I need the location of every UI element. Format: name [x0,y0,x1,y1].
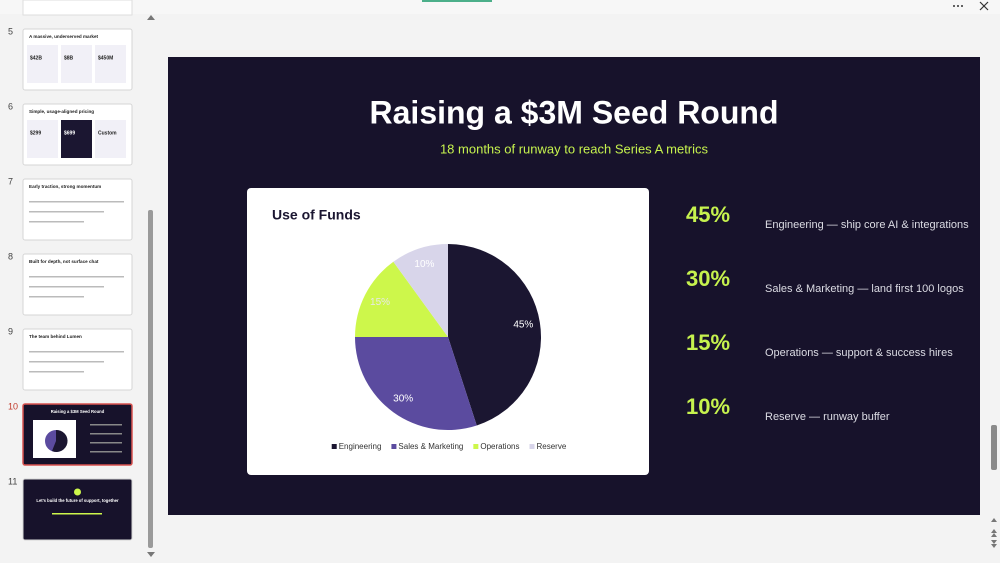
top-accent [422,0,492,2]
slide-number: 9 [8,326,13,336]
thumb-line [29,361,104,363]
top-bar [0,0,1000,14]
thumbnail-frame [22,253,133,316]
thumbnail-figure: $42B [30,55,42,61]
legend-label: Engineering [339,442,382,451]
thumbnail-title: Built for depth, not surface chat [29,259,99,264]
thumb-line [29,351,124,353]
thumb-line [29,371,84,373]
more-button[interactable] [953,5,963,7]
pie-slice [393,244,448,337]
thumb-card [61,45,92,83]
fund-percent: 10% [686,394,730,419]
slide-number: 11 [8,476,17,486]
fund-percent: 15% [686,330,730,355]
thumbnail-title: A massive, underserved market [29,34,98,39]
thumb-line [90,433,122,435]
legend-swatch [391,444,397,449]
thumb-line [90,424,122,426]
thumbnail-title: Let's build the future of support, toget… [36,498,119,503]
thumbnail-figure: $8B [64,55,74,61]
legend-swatch [529,444,535,449]
slice-label: 10% [414,259,434,270]
thumbnail[interactable]: The team behind Lumen [22,328,133,391]
thumb-card [27,120,58,158]
thumb-line [52,513,102,515]
thumbnail-figure: $450M [98,55,113,61]
fund-percent: 45% [686,202,730,227]
thumb-line [90,451,122,453]
fund-description: Operations — support & success hires [765,347,953,359]
thumb-card [95,120,126,158]
thumbnail[interactable]: Simple, usage-aligned pricing $299 $699 Cus… [22,103,133,166]
thumbnail[interactable]: Let's build the future of support, toget… [22,478,133,541]
slide-number: 8 [8,251,13,261]
thumbnail-title: Early traction, strong momentum [29,184,101,189]
thumbnail[interactable]: Raising a $3M Seed Round [22,403,133,466]
thumb-card [95,45,126,83]
thumbnail-list: 5 A massive, underserved market $42B $8B $45… [8,26,133,541]
thumbnail-frame [22,178,133,241]
thumbnail[interactable]: Early traction, strong momentum [22,178,133,241]
thumb-card [27,45,58,83]
slide-number: 5 [8,26,13,36]
thumbnail-figure: $699 [64,130,75,136]
slice-label: 30% [393,393,413,404]
fund-percent: 30% [686,266,730,291]
thumb-pie [52,429,68,452]
thumbnail-figure: $299 [30,130,41,136]
thumb-line [29,221,84,223]
legend-label: Sales & Marketing [398,442,463,451]
pie-slice [354,337,477,430]
main-scrollbar[interactable] [991,425,997,548]
thumbnail-title: The team behind Lumen [29,334,82,339]
pie-slice [448,244,541,426]
slice-label: 15% [370,297,390,308]
pie-chart: 45% 30% 15% 10% Engineering Sales & Marketing… [331,244,567,451]
legend-label: Operations [480,442,519,451]
slide-number: 6 [8,101,13,111]
fund-list: 45% Engineering — ship core AI & integrat… [686,202,969,423]
pane-scrollbar[interactable] [147,15,155,557]
thumbnail-title: Raising a $3M Seed Round [51,409,105,414]
thumb-line [29,276,124,278]
fund-description: Reserve — runway buffer [765,411,890,423]
thumb-line [29,211,104,213]
thumb-line [29,286,104,288]
fund-description: Sales & Marketing — land first 100 logos [765,283,964,295]
close-button[interactable] [979,1,989,11]
legend-swatch [331,444,337,449]
thumb-line [90,442,122,444]
slide-number: 7 [8,176,13,186]
chart-title: Use of Funds [272,207,361,223]
slide-subtitle: 18 months of runway to reach Series A me… [440,141,709,156]
legend: Engineering Sales & Marketing Operations Re… [331,442,567,451]
legend-label: Reserve [536,442,566,451]
thumb-card [61,120,92,158]
thumbnail-partial[interactable] [22,0,133,16]
thumbnail[interactable]: A massive, underserved market $42B $8B $450… [22,28,133,91]
thumb-line [29,201,124,203]
fund-description: Engineering — ship core AI & integration… [765,219,969,231]
slide-title: Raising a $3M Seed Round [370,94,779,130]
pie-slice [355,261,448,337]
slice-label: 45% [513,320,533,331]
thumbnail[interactable]: Built for depth, not surface chat [22,253,133,316]
thumb-line [29,296,84,298]
thumbnail-frame [22,478,133,541]
legend-swatch [473,444,479,449]
thumbnail-figure: Custom [98,130,117,136]
thumbnail-frame [22,328,133,391]
thumbnail-title: Simple, usage-aligned pricing [29,109,94,114]
slide-number: 10 [8,401,18,411]
thumb-icon [74,488,81,496]
